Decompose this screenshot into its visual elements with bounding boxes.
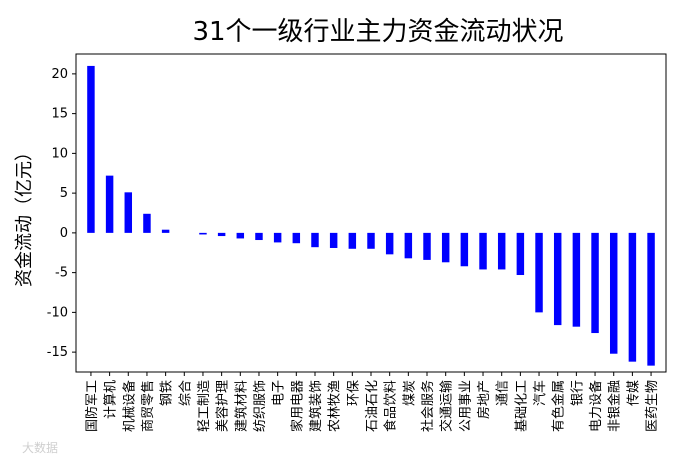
category-label: 石油石化 <box>365 380 380 432</box>
bar <box>516 232 525 276</box>
bar <box>628 232 637 362</box>
bar <box>535 232 543 313</box>
bar <box>217 232 226 237</box>
category-label: 轻工制造 <box>197 380 212 432</box>
y-tick-label: -5 <box>55 266 68 281</box>
chart-title: 31个一级行业主力资金流动状况 <box>192 17 563 47</box>
category-label: 综合 <box>178 380 193 406</box>
y-tick-label: 15 <box>51 107 68 122</box>
bar <box>161 229 170 233</box>
category-label: 农林牧渔 <box>328 380 343 432</box>
category-label: 环保 <box>346 380 361 406</box>
bar <box>423 232 431 260</box>
bar <box>199 232 207 235</box>
category-label: 公用事业 <box>458 380 473 432</box>
category-label: 国防军工 <box>84 380 100 432</box>
bar <box>609 232 618 354</box>
bar <box>105 175 114 233</box>
watermark: 大数据 <box>22 440 58 455</box>
category-label: 纺织服饰 <box>253 380 268 432</box>
bar <box>497 232 506 270</box>
category-label: 银行 <box>570 380 585 406</box>
category-label: 社会服务 <box>420 380 436 432</box>
category-label: 交通运输 <box>439 380 455 432</box>
bar <box>647 232 655 366</box>
category-label: 传媒 <box>626 380 641 406</box>
bar <box>367 232 375 249</box>
category-label: 房地产 <box>476 380 492 419</box>
y-tick-label: -10 <box>47 305 68 320</box>
category-label: 煤炭 <box>402 380 417 406</box>
category-label: 电力设备 <box>588 380 604 432</box>
category-label: 非银金融 <box>607 380 623 432</box>
category-label: 家用电器 <box>289 380 305 432</box>
category-label: 食品饮料 <box>383 380 399 432</box>
bar <box>236 232 245 239</box>
bar <box>404 232 413 259</box>
bar <box>441 232 450 263</box>
y-tick-label: 5 <box>60 186 68 201</box>
bar <box>385 232 394 255</box>
bar <box>292 232 301 244</box>
bar <box>143 213 151 233</box>
category-label: 有色金属 <box>551 380 567 432</box>
category-label: 基础化工 <box>514 380 529 432</box>
bar <box>553 232 562 326</box>
y-tick-label: -15 <box>47 345 68 360</box>
bar <box>329 232 338 248</box>
bar <box>273 232 282 243</box>
bar <box>460 232 469 267</box>
category-label: 建筑装饰 <box>308 380 324 432</box>
y-tick-label: 0 <box>60 226 68 241</box>
bar <box>348 232 357 249</box>
category-label: 医药生物 <box>645 380 660 432</box>
plot-area: -15 -10 -5 0 5 10 15 20 国防军工 计算机 机械设备 商贸零售 钢铁 综合 轻工制造美… <box>47 53 667 432</box>
category-label: 钢铁 <box>160 380 175 406</box>
category-label: 商贸零售 <box>140 380 156 432</box>
bar <box>311 232 319 248</box>
category-label: 计算机 <box>104 380 119 419</box>
category-label: 美容护理 <box>215 380 231 432</box>
category-label: 汽车 <box>532 380 548 406</box>
category-label: 机械设备 <box>121 380 137 432</box>
bar <box>572 232 581 327</box>
y-tick-label: 10 <box>51 146 68 161</box>
y-tick-label: 20 <box>51 67 68 82</box>
bar <box>479 232 487 270</box>
bar <box>255 232 263 241</box>
bar <box>591 232 599 334</box>
category-label: 通信 <box>496 380 511 406</box>
bar <box>124 192 133 233</box>
category-label: 电子 <box>272 380 287 406</box>
category-label: 建筑材料 <box>233 380 249 432</box>
y-axis-label: 资金流动（亿元） <box>14 143 35 287</box>
bar <box>87 65 95 233</box>
